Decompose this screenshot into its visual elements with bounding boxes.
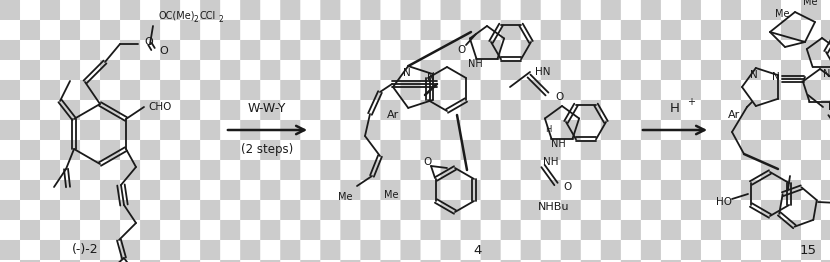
Text: N: N	[772, 72, 780, 82]
Text: O: O	[555, 92, 564, 102]
Text: NH: NH	[550, 139, 565, 149]
Text: CHO: CHO	[148, 102, 171, 112]
Text: O: O	[159, 46, 168, 56]
Text: O: O	[457, 45, 465, 55]
Text: NHBu: NHBu	[538, 202, 569, 212]
Text: Me: Me	[338, 192, 352, 202]
Text: N: N	[750, 70, 758, 80]
Text: NH: NH	[467, 59, 482, 69]
Text: N: N	[403, 68, 411, 78]
Text: N: N	[427, 72, 435, 82]
Text: 15: 15	[799, 243, 817, 256]
Text: Ar: Ar	[728, 110, 740, 120]
Text: Me: Me	[803, 0, 818, 7]
Text: H: H	[670, 101, 680, 114]
Text: (-)-2: (-)-2	[71, 243, 98, 256]
Text: 4: 4	[474, 243, 482, 256]
Text: H: H	[544, 125, 551, 134]
Text: 2: 2	[218, 15, 222, 24]
Text: OC(Me): OC(Me)	[158, 11, 194, 21]
Text: Ar: Ar	[387, 110, 399, 120]
Text: +: +	[687, 97, 695, 107]
Text: Me: Me	[774, 9, 789, 19]
Text: HO: HO	[716, 197, 732, 207]
Text: Me: Me	[384, 190, 398, 200]
Text: NH: NH	[823, 69, 830, 79]
Text: NH: NH	[543, 157, 559, 167]
Text: O: O	[144, 37, 153, 47]
Text: CCl: CCl	[199, 11, 215, 21]
Text: HN: HN	[828, 102, 830, 112]
Text: O: O	[563, 182, 571, 192]
Text: O: O	[422, 157, 431, 167]
Text: (2 steps): (2 steps)	[241, 144, 293, 156]
Text: W-W-Y: W-W-Y	[248, 101, 286, 114]
Text: 2: 2	[193, 15, 198, 24]
Text: HN: HN	[535, 67, 550, 77]
